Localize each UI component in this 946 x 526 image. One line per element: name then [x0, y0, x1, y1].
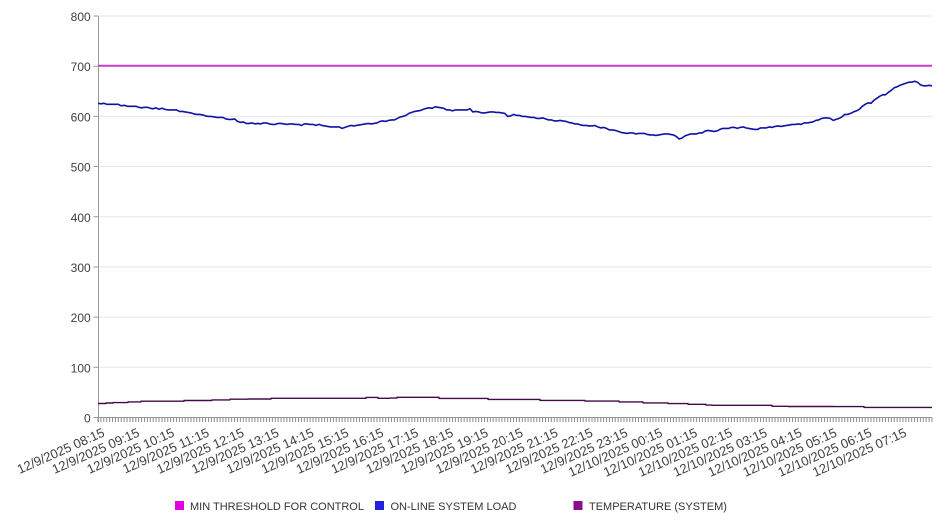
- svg-text:300: 300: [71, 261, 91, 275]
- svg-text:800: 800: [71, 10, 91, 24]
- svg-text:500: 500: [71, 161, 91, 175]
- svg-text:400: 400: [71, 211, 91, 225]
- svg-text:ON-LINE SYSTEM LOAD: ON-LINE SYSTEM LOAD: [391, 501, 517, 513]
- svg-text:600: 600: [71, 110, 91, 124]
- svg-text:0: 0: [84, 412, 91, 426]
- svg-text:700: 700: [71, 60, 91, 74]
- svg-text:MIN THRESHOLD FOR CONTROL: MIN THRESHOLD FOR CONTROL: [190, 501, 364, 513]
- svg-text:100: 100: [71, 361, 91, 375]
- svg-text:200: 200: [71, 311, 91, 325]
- svg-text:TEMPERATURE (SYSTEM): TEMPERATURE (SYSTEM): [589, 501, 727, 513]
